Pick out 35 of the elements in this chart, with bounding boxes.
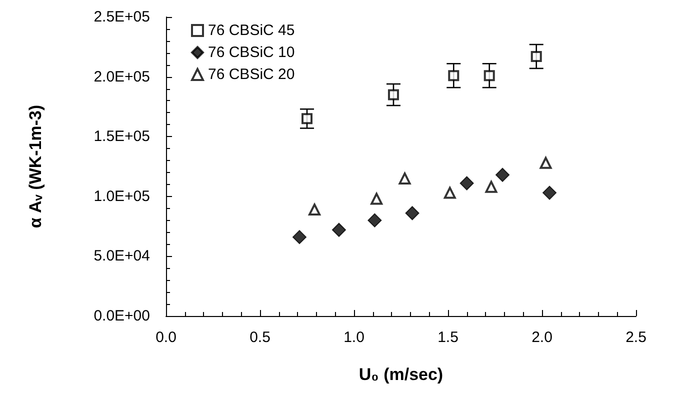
x-tick-label: 0.5 bbox=[250, 329, 270, 346]
point bbox=[530, 50, 542, 62]
point bbox=[308, 204, 321, 216]
y-tick-label: 2.0E+05 bbox=[94, 68, 150, 86]
legend-label: 76 CBSiC 10 bbox=[208, 44, 295, 61]
x-tick-label: 2.0 bbox=[532, 329, 552, 346]
y-tick-label: 5.0E+04 bbox=[94, 248, 150, 265]
point bbox=[460, 176, 474, 190]
point bbox=[302, 113, 312, 124]
point bbox=[292, 230, 306, 244]
point bbox=[405, 206, 420, 220]
y-tick-label: 0.0E+00 bbox=[94, 308, 150, 324]
point bbox=[444, 186, 456, 199]
y-tick-label: 1.5E+05 bbox=[94, 128, 150, 146]
point bbox=[540, 156, 552, 169]
point bbox=[388, 89, 399, 100]
point bbox=[370, 192, 383, 205]
point bbox=[496, 168, 510, 182]
point bbox=[484, 70, 495, 82]
legend-label: 76 CBSiC 45 bbox=[208, 22, 295, 39]
point bbox=[485, 180, 498, 193]
x-axis-title: U₀ (m/sec) bbox=[358, 365, 444, 384]
point bbox=[448, 70, 460, 82]
point bbox=[332, 222, 346, 237]
x-tick-label: 1.0 bbox=[344, 329, 364, 346]
x-tick-label: 0.0 bbox=[156, 329, 176, 346]
y-tick-label: 2.5E+05 bbox=[94, 8, 150, 26]
legend-label: 76 CBSiC 20 bbox=[208, 66, 295, 83]
point bbox=[398, 172, 411, 184]
point bbox=[542, 186, 557, 200]
point bbox=[368, 213, 382, 228]
y-axis-title: α Aᵥ (WK-1m-3) bbox=[26, 104, 45, 228]
x-tick-label: 1.5 bbox=[438, 329, 458, 346]
x-tick-label: 2.5 bbox=[626, 329, 646, 346]
y-tick-label: 1.0E+05 bbox=[94, 188, 150, 205]
